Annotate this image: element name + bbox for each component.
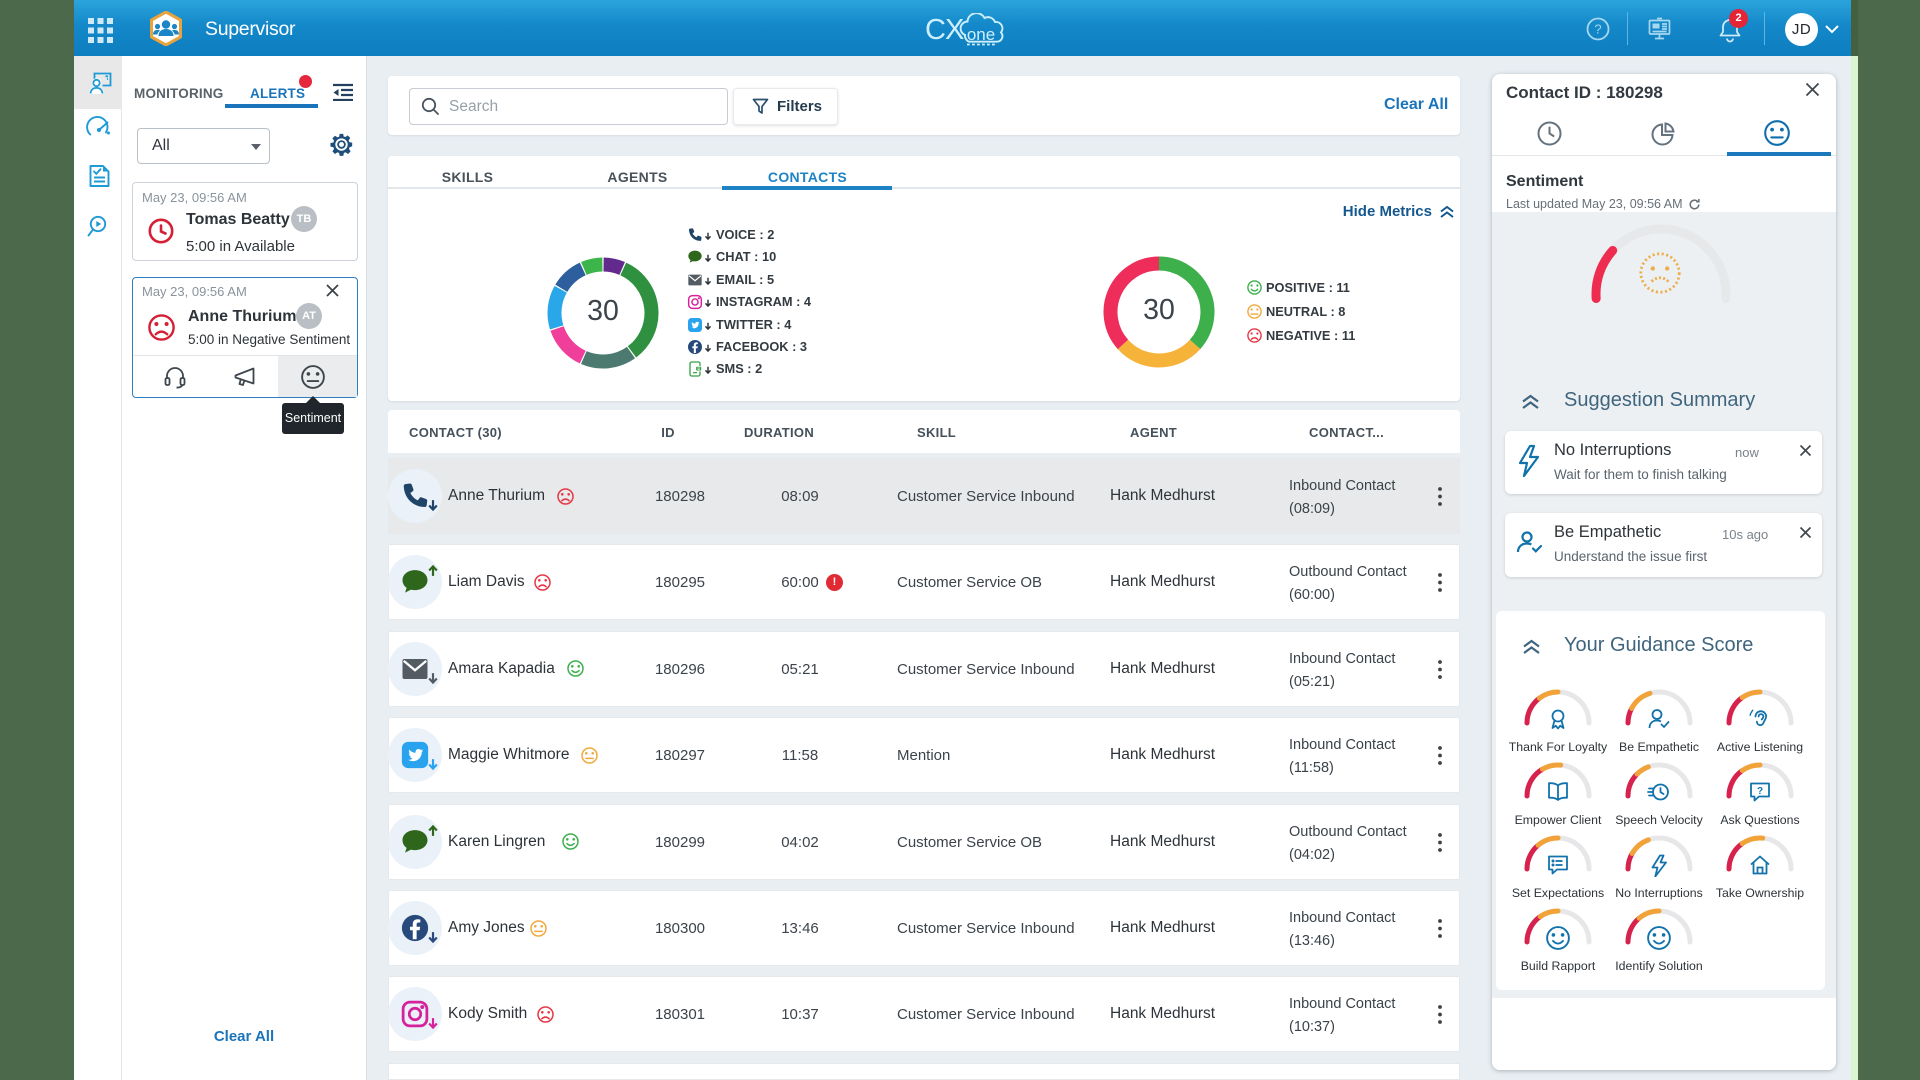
svg-text:?: ? [1757, 786, 1763, 797]
svg-text:?: ? [1594, 22, 1601, 37]
svg-text:one: one [967, 25, 995, 44]
